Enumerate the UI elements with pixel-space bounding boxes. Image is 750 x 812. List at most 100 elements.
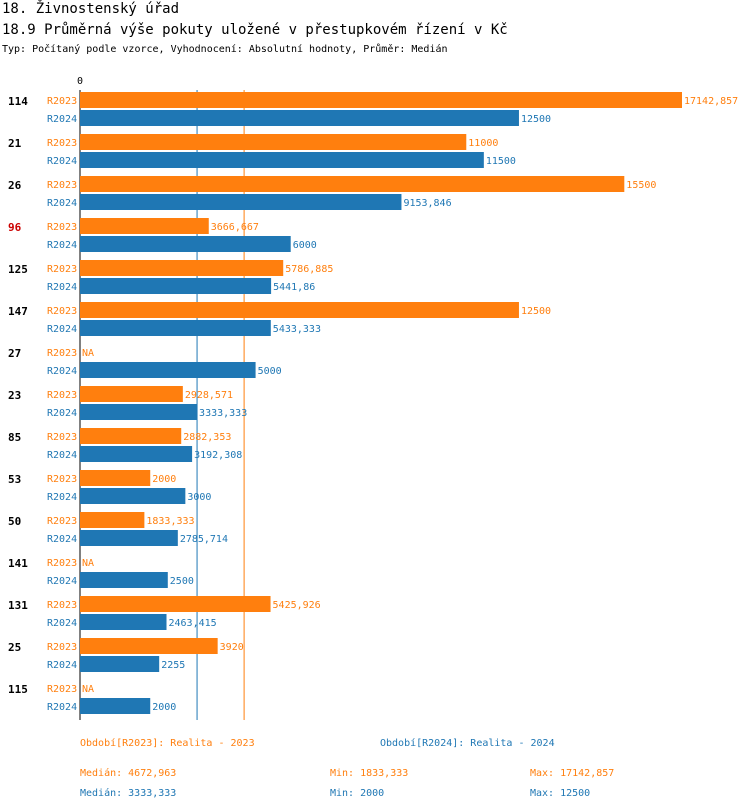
bar-r2023-96	[80, 218, 209, 234]
data-label: 2928,571	[185, 390, 233, 401]
data-label: 2785,714	[180, 534, 228, 545]
category-label: 27	[8, 347, 21, 360]
bar-r2023-125	[80, 260, 284, 276]
data-label: 3333,333	[199, 408, 247, 419]
bar-r2023-85	[80, 428, 182, 444]
data-label: 2463,415	[169, 618, 217, 629]
series-label: R2023	[47, 348, 77, 359]
bar-r2023-26	[80, 176, 625, 192]
bar-r2023-23	[80, 386, 183, 402]
data-label: 11500	[486, 156, 516, 167]
bar-r2024-141	[80, 572, 168, 588]
series-label: R2023	[47, 474, 77, 485]
category-label: 96	[8, 221, 22, 234]
series-label: R2024	[47, 618, 77, 629]
series-label: R2024	[47, 450, 77, 461]
series-label: R2024	[47, 114, 77, 125]
bar-r2024-125	[80, 278, 272, 294]
data-label: NA	[82, 348, 94, 359]
bar-r2023-53	[80, 470, 151, 486]
data-label: 2882,353	[183, 432, 231, 443]
bar-r2023-25	[80, 638, 218, 654]
data-label: 5000	[258, 366, 282, 377]
data-label: 17142,857	[684, 96, 738, 107]
series-label: R2024	[47, 198, 77, 209]
category-label: 115	[8, 683, 28, 696]
zero-tick-label: 0	[77, 76, 83, 87]
category-label: 114	[8, 95, 28, 108]
series-label: R2024	[47, 282, 77, 293]
category-label: 125	[8, 263, 28, 276]
series-label: R2023	[47, 642, 77, 653]
series-label: R2023	[47, 390, 77, 401]
series-label: R2023	[47, 222, 77, 233]
series-label: R2024	[47, 492, 77, 503]
stat-r2023-median: Medián: 4672,963	[80, 768, 177, 779]
series-label: R2023	[47, 432, 77, 443]
category-label: 23	[8, 389, 21, 402]
series-label: R2024	[47, 156, 77, 167]
bar-r2024-25	[80, 656, 160, 672]
stat-r2024-median: Medián: 3333,333	[80, 788, 177, 799]
series-label: R2023	[47, 96, 77, 107]
category-label: 131	[8, 599, 28, 612]
bar-r2024-26	[80, 194, 402, 210]
bar-r2024-53	[80, 488, 186, 504]
data-label: 2000	[152, 702, 176, 713]
data-label: 1833,333	[146, 516, 194, 527]
series-label: R2023	[47, 306, 77, 317]
stat-r2024-min: Min: 2000	[330, 788, 385, 799]
data-label: 2500	[170, 576, 194, 587]
legend-r2024: Období[R2024]: Realita - 2024	[380, 738, 555, 749]
series-label: R2023	[47, 600, 77, 611]
data-label: 5441,86	[273, 282, 315, 293]
series-label: R2024	[47, 366, 77, 377]
series-label: R2023	[47, 558, 77, 569]
chart-subtitle: Typ: Počítaný podle vzorce, Vyhodnocení:…	[2, 44, 448, 55]
category-label: 141	[8, 557, 28, 570]
data-label: 11000	[468, 138, 498, 149]
data-label: 3192,308	[194, 450, 242, 461]
series-label: R2024	[47, 702, 77, 713]
series-label: R2023	[47, 684, 77, 695]
data-label: 3666,667	[211, 222, 259, 233]
stat-r2024-max: Max: 12500	[530, 788, 591, 799]
category-label: 50	[8, 515, 21, 528]
category-label: 85	[8, 431, 21, 444]
bar-r2023-114	[80, 92, 682, 108]
data-label: 2255	[161, 660, 185, 671]
data-label: 12500	[521, 114, 551, 125]
category-label: 21	[8, 137, 22, 150]
series-label: R2023	[47, 180, 77, 191]
bar-r2024-50	[80, 530, 178, 546]
data-label: 2000	[152, 474, 176, 485]
bar-r2023-147	[80, 302, 519, 318]
bar-r2024-96	[80, 236, 291, 252]
bar-r2024-27	[80, 362, 256, 378]
series-label: R2023	[47, 264, 77, 275]
bar-r2024-131	[80, 614, 167, 630]
chart-title: 18.9 Průměrná výše pokuty uložené v přes…	[2, 22, 508, 38]
data-label: 5786,885	[285, 264, 333, 275]
series-label: R2024	[47, 660, 77, 671]
bar-r2023-21	[80, 134, 467, 150]
bar-r2024-115	[80, 698, 151, 714]
data-label: 6000	[293, 240, 317, 251]
bar-r2024-147	[80, 320, 271, 336]
category-label: 26	[8, 179, 22, 192]
series-label: R2024	[47, 534, 77, 545]
category-label: 147	[8, 305, 28, 318]
data-label: 5425,926	[273, 600, 321, 611]
data-label: 3920	[220, 642, 244, 653]
data-label: NA	[82, 558, 94, 569]
legend-r2023: Období[R2023]: Realita - 2023	[80, 738, 255, 749]
series-label: R2024	[47, 408, 77, 419]
data-label: 5433,333	[273, 324, 321, 335]
series-label: R2024	[47, 324, 77, 335]
series-label: R2023	[47, 138, 77, 149]
series-label: R2024	[47, 576, 77, 587]
bar-r2024-21	[80, 152, 484, 168]
data-label: 3000	[187, 492, 211, 503]
section-title: 18. Živnostenský úřad	[2, 1, 180, 17]
